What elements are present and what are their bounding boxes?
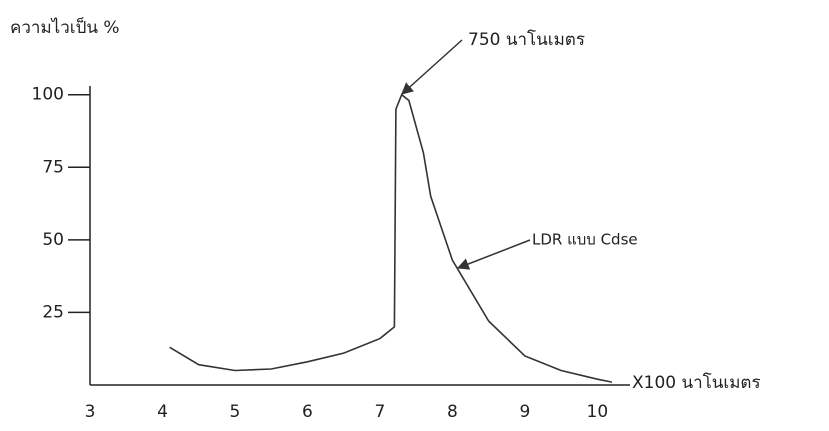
y-tick-label: 75: [42, 157, 64, 177]
y-tick-label: 100: [32, 85, 64, 105]
page: {"chart_data": { "type": "line", "y_labe…: [0, 0, 829, 431]
x-tick-label: 10: [587, 402, 609, 422]
x-tick-label: 3: [85, 402, 96, 422]
annotation: 750 นาโนเมตร: [468, 29, 585, 50]
x-axis-label: X100 นาโนเมตร: [632, 372, 761, 393]
x-tick-label: 9: [519, 402, 530, 422]
x-tick-label: 8: [447, 402, 458, 422]
y-tick-label: 25: [42, 302, 64, 322]
chart: ความไวเป็น % X100 นาโนเมตร 750 นาโนเมตร …: [0, 0, 829, 431]
x-tick-label: 6: [302, 402, 313, 422]
x-tick-label: 7: [375, 402, 386, 422]
annotation-arrow: [458, 240, 530, 268]
annotation-arrow: [402, 40, 462, 94]
x-tick-label: 4: [157, 402, 168, 422]
y-axis-label: ความไวเป็น %: [10, 16, 120, 38]
annotation: LDR แบบ Cdse: [532, 231, 638, 249]
y-tick-label: 50: [42, 230, 64, 250]
x-tick-label: 5: [230, 402, 241, 422]
